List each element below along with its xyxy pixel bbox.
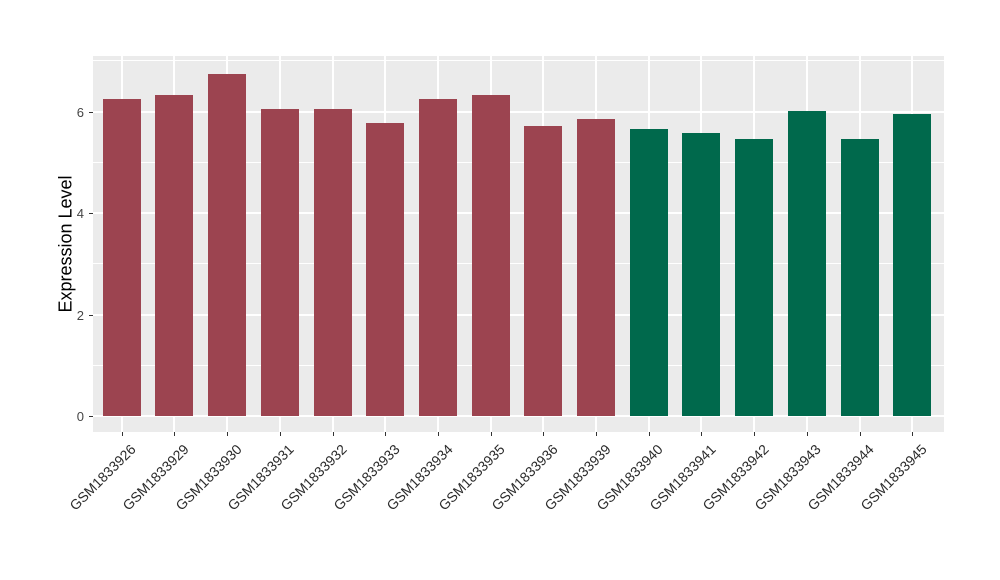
bar — [524, 125, 563, 416]
bar — [787, 111, 826, 416]
gridline-major — [93, 212, 944, 215]
x-tick-mark — [701, 432, 703, 436]
gridline-minor — [93, 60, 944, 62]
bar — [629, 128, 668, 416]
bar — [840, 139, 879, 416]
x-tick-mark — [121, 432, 123, 436]
gridline-major — [93, 415, 944, 417]
x-tick-mark — [543, 432, 545, 436]
bar — [577, 118, 615, 416]
gridline-major — [93, 110, 944, 113]
x-tick-mark — [806, 432, 808, 436]
x-tick-mark — [279, 432, 281, 436]
bar — [102, 99, 141, 416]
gridline-minor — [93, 263, 944, 265]
x-tick-mark — [596, 432, 597, 436]
gridline-minor — [93, 364, 944, 366]
x-tick-mark — [227, 432, 229, 436]
y-tick-label: 0 — [76, 409, 84, 424]
x-tick-mark — [490, 432, 492, 436]
gridline-minor — [93, 161, 944, 163]
y-axis-title: Expression Level — [55, 175, 76, 313]
bar — [208, 73, 247, 416]
y-tick-label: 6 — [76, 104, 84, 120]
y-tick-mark — [89, 213, 93, 215]
bar — [313, 108, 352, 416]
x-tick-mark — [648, 432, 650, 436]
x-tick-mark — [437, 432, 439, 436]
bar — [418, 99, 457, 416]
x-tick-mark — [332, 432, 334, 436]
bar — [366, 122, 405, 416]
y-tick-label: 2 — [76, 307, 84, 323]
bar — [682, 132, 721, 416]
y-tick-mark — [89, 314, 93, 316]
bar — [893, 113, 932, 416]
bar — [155, 95, 194, 416]
bar — [471, 94, 510, 416]
x-tick-mark — [385, 432, 387, 436]
bar — [260, 109, 299, 416]
x-tick-mark — [174, 432, 176, 436]
y-tick-mark — [89, 111, 93, 113]
x-tick-mark — [912, 432, 914, 436]
x-tick-mark — [754, 432, 756, 436]
y-tick-label: 4 — [76, 206, 84, 222]
bar — [735, 139, 774, 416]
x-tick-mark — [859, 432, 861, 436]
y-tick-mark — [89, 416, 93, 417]
gridline-major — [93, 313, 944, 316]
plot-panel — [93, 56, 944, 432]
